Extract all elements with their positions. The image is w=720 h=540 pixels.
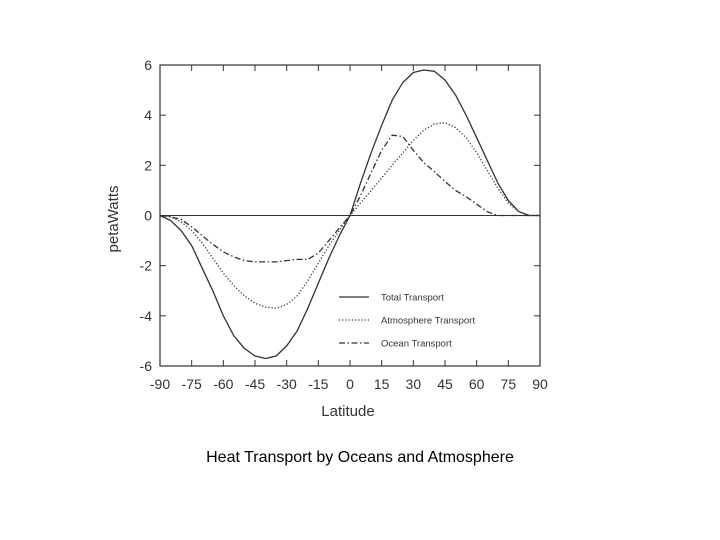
x-tick-label: -30 — [277, 376, 297, 392]
chart-canvas: -90 -75 -60 -45 -30 -15 0 15 30 45 60 75 90 -6 -4 -2 0 2 4… — [105, 57, 548, 420]
y-tick-label: 6 — [144, 57, 152, 73]
x-tick-label: 30 — [406, 376, 422, 392]
x-tick-label: 75 — [501, 376, 517, 392]
y-tick-label: 2 — [144, 157, 152, 173]
x-tick-label: 60 — [469, 376, 485, 392]
y-tick-label: 4 — [144, 107, 152, 123]
x-tick-label: -60 — [213, 376, 233, 392]
x-axis-title: Latitude — [321, 403, 374, 420]
legend-label: Ocean Transport — [381, 339, 452, 350]
x-tick-label: -45 — [245, 376, 265, 392]
series-line-atmosphere-transport — [159, 122, 540, 309]
legend-label: Total Transport — [381, 293, 444, 304]
x-tick-label: 15 — [374, 376, 390, 392]
axis-ticks: -90 -75 -60 -45 -30 -15 0 15 30 45 60 75 90 -6 -4 -2 0 2 4… — [140, 57, 548, 392]
y-tick-label: -4 — [140, 308, 153, 324]
x-tick-label: 90 — [532, 376, 548, 392]
y-tick-label: -2 — [140, 258, 153, 274]
x-tick-label: 0 — [346, 376, 354, 392]
x-tick-label: -90 — [150, 376, 170, 392]
y-tick-label: -6 — [140, 358, 153, 374]
series-line-total-transport — [159, 69, 540, 360]
heat-transport-chart: -90 -75 -60 -45 -30 -15 0 15 30 45 60 75 90 -6 -4 -2 0 2 4… — [105, 57, 548, 420]
series-layer — [159, 69, 540, 360]
legend-label: Atmosphere Transport — [381, 316, 475, 327]
legend: Total Transport Atmosphere Transport Ocean… — [339, 293, 475, 350]
y-tick-label: 0 — [144, 208, 152, 224]
x-tick-label: -75 — [182, 376, 202, 392]
x-tick-label: 45 — [437, 376, 453, 392]
figure-caption: Heat Transport by Oceans and Atmosphere — [206, 449, 514, 466]
series-line-ocean-transport — [159, 134, 540, 263]
x-tick-label: -15 — [308, 376, 328, 392]
y-axis-title: petaWatts — [105, 186, 122, 253]
